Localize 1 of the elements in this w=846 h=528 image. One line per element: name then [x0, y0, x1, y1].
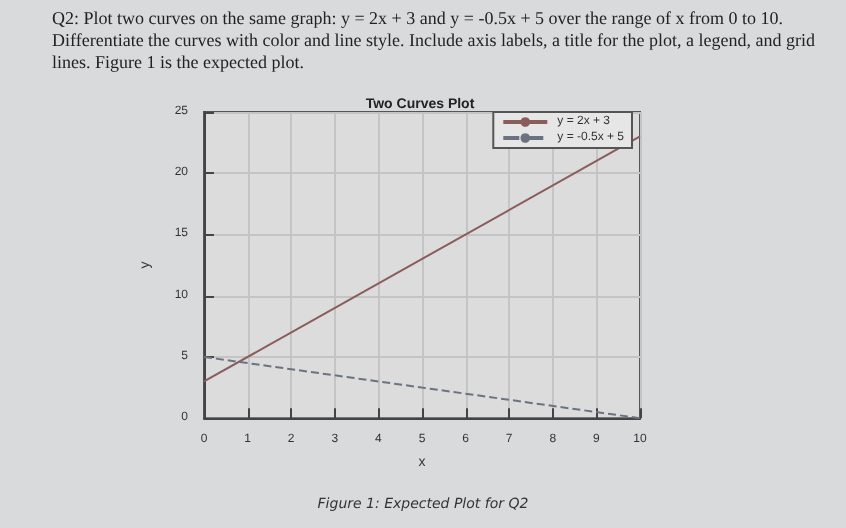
chart-subtitle: Q2: Plot two curves on the same graph: y = 2x + 3 and y = -0.5x + 5 over the range of x from 0 to 10. Differentiate the curves with color and line style. Include axis labels, a title for the plot, a legend, and grid lines. Figure 1 is the expected plot.	[52, 8, 817, 74]
